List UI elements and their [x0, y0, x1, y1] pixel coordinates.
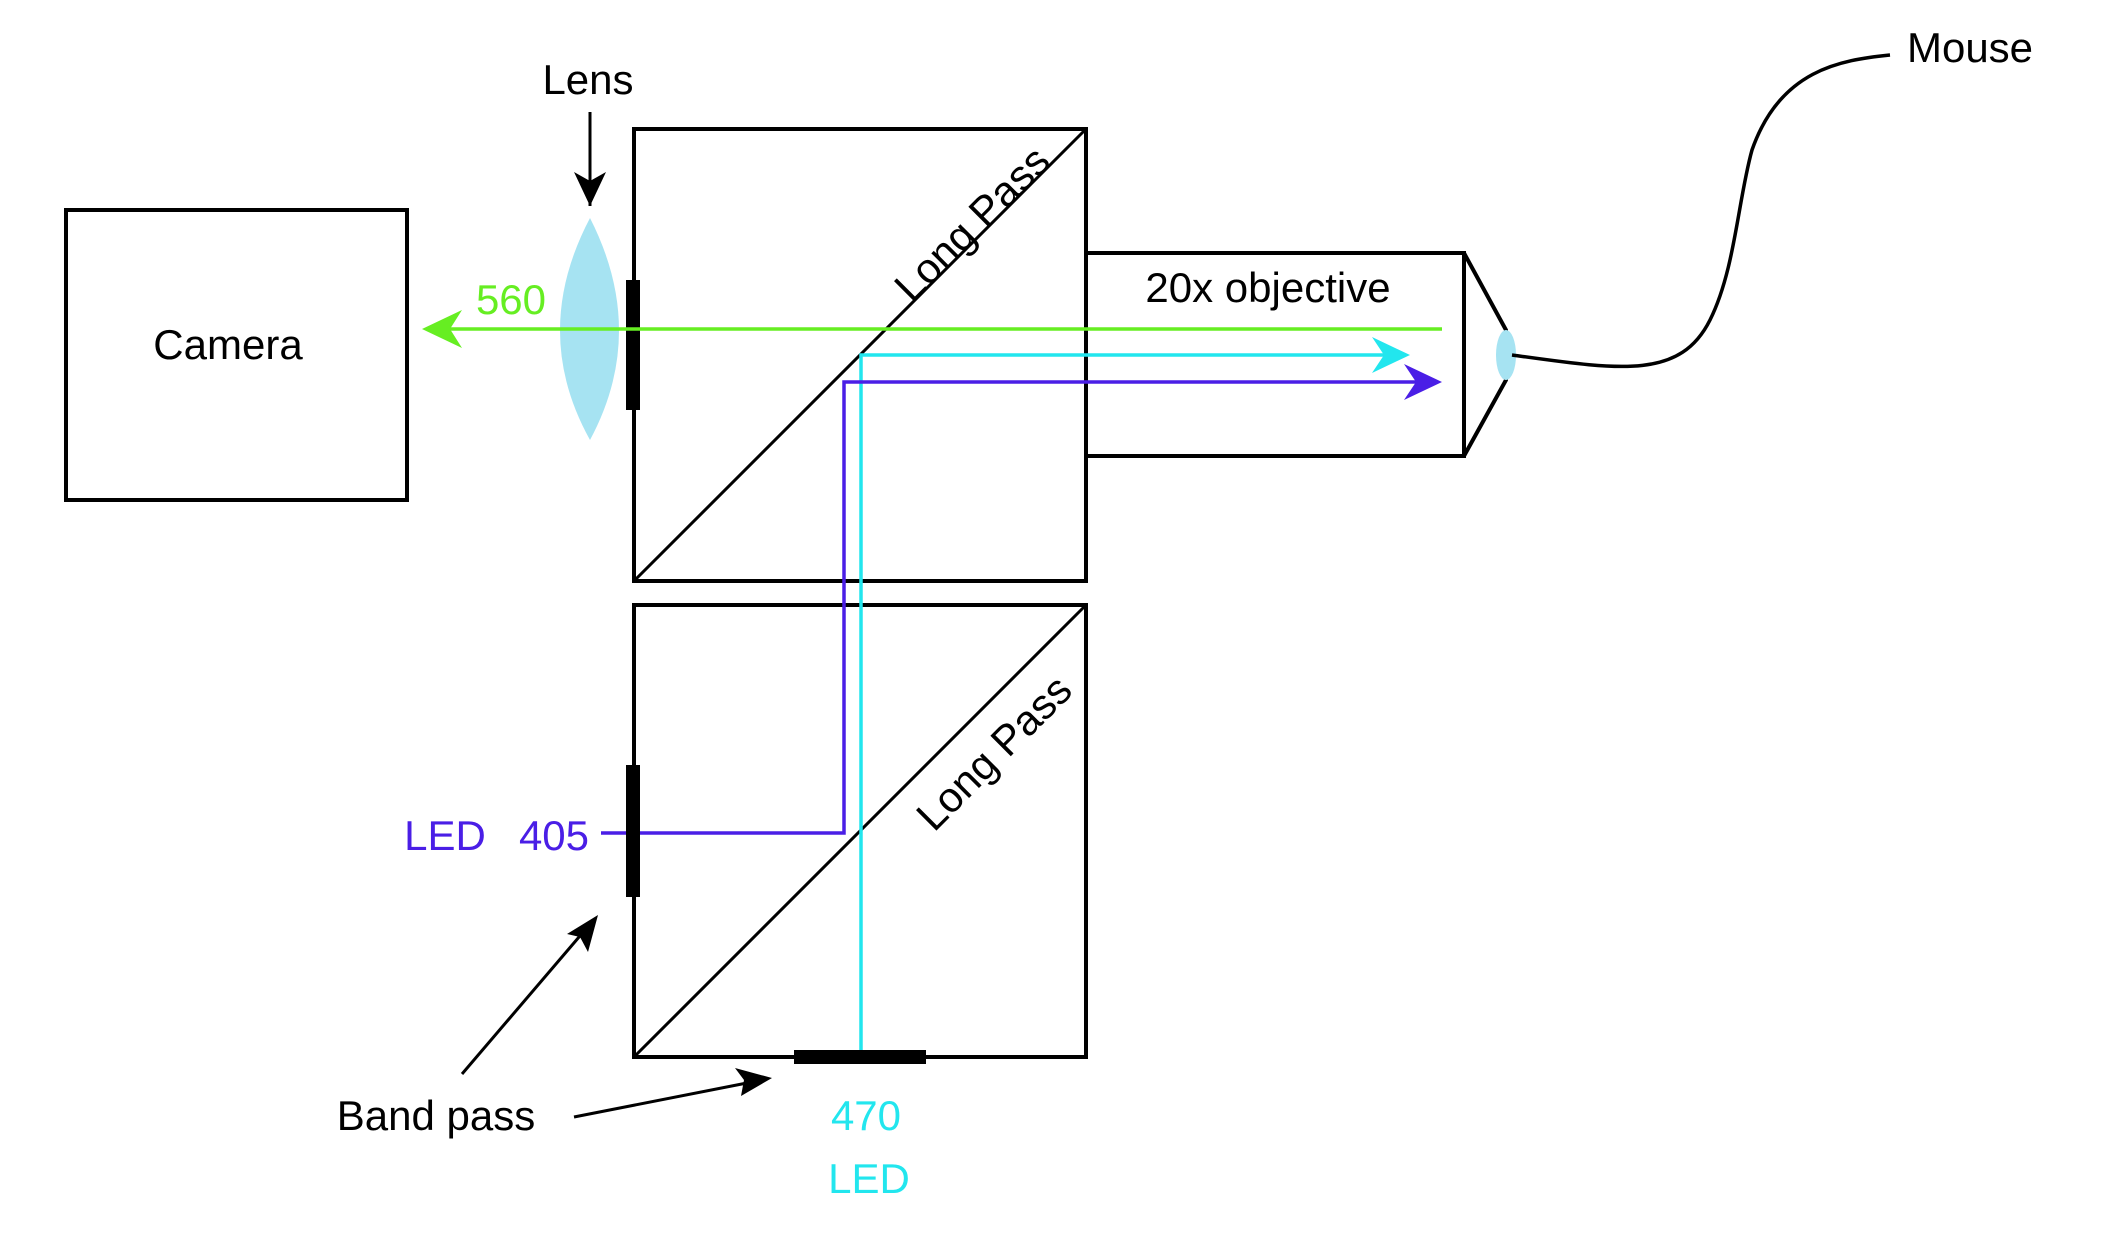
led-470-name-label: LED — [828, 1155, 910, 1202]
band-pass-pointer-lower-arrowhead — [735, 1068, 772, 1096]
mouse-label: Mouse — [1907, 24, 2033, 71]
camera-label: Camera — [153, 321, 303, 368]
led-405-name-label: LED — [404, 812, 486, 859]
objective-lens-icon — [1496, 330, 1516, 380]
band-pass-pointer-lower — [573, 1080, 753, 1119]
excitation-beam-470 — [859, 353, 1390, 1050]
band-pass-filter-405 — [626, 765, 640, 897]
band-pass-label: Band pass — [337, 1092, 535, 1139]
optical-fiber — [1511, 53, 1891, 369]
emission-beam-560-arrowhead — [422, 310, 462, 348]
lens-pointer-arrowhead — [574, 172, 606, 206]
long-pass-label-bottom: Long Pass — [907, 666, 1081, 840]
excitation-beam-470-arrowhead — [1372, 337, 1410, 373]
band-pass-pointer-upper — [460, 929, 587, 1075]
band-pass-filter-470 — [794, 1050, 926, 1064]
led-470-wavelength-label: 470 — [831, 1092, 901, 1139]
band-pass-pointer-upper-arrowhead — [567, 915, 598, 952]
excitation-beam-405 — [601, 380, 1422, 835]
excitation-beam-405-arrowhead — [1404, 364, 1442, 400]
wavelength-560-label: 560 — [476, 276, 546, 323]
lens-label: Lens — [542, 56, 633, 103]
long-pass-label-top: Long Pass — [885, 137, 1059, 311]
camera-box — [64, 208, 409, 502]
objective-label: 20x objective — [1145, 264, 1390, 311]
led-405-wavelength-label: 405 — [519, 812, 589, 859]
